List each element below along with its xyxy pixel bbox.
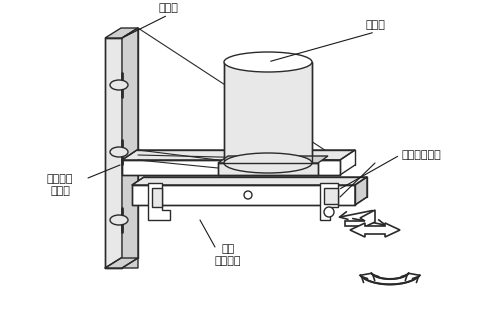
Polygon shape [354, 177, 366, 205]
Polygon shape [319, 183, 337, 220]
Text: 刀具庫: 刀具庫 [158, 3, 178, 13]
Polygon shape [217, 156, 327, 163]
Polygon shape [344, 210, 374, 229]
Polygon shape [105, 38, 122, 268]
Text: 动力头: 动力头 [364, 20, 384, 30]
Ellipse shape [110, 80, 128, 90]
Polygon shape [349, 223, 399, 237]
Polygon shape [217, 163, 317, 175]
Polygon shape [105, 258, 138, 268]
Polygon shape [122, 150, 354, 160]
Text: 回转
换刀机构: 回转 换刀机构 [214, 244, 241, 266]
Polygon shape [132, 177, 366, 185]
Ellipse shape [110, 147, 128, 157]
Polygon shape [324, 188, 337, 204]
Text: 刀具庫中
的刀具: 刀具庫中 的刀具 [47, 174, 73, 196]
Polygon shape [122, 28, 138, 268]
Polygon shape [105, 28, 138, 38]
Ellipse shape [224, 52, 312, 72]
Ellipse shape [110, 215, 128, 225]
Polygon shape [360, 273, 419, 284]
Polygon shape [152, 188, 162, 207]
Polygon shape [132, 185, 354, 205]
Circle shape [243, 191, 252, 199]
Polygon shape [224, 62, 312, 163]
Polygon shape [122, 160, 339, 175]
Ellipse shape [224, 153, 312, 173]
Circle shape [324, 207, 333, 217]
Text: 主轴中的刀具: 主轴中的刀具 [401, 150, 441, 160]
Polygon shape [148, 183, 169, 220]
